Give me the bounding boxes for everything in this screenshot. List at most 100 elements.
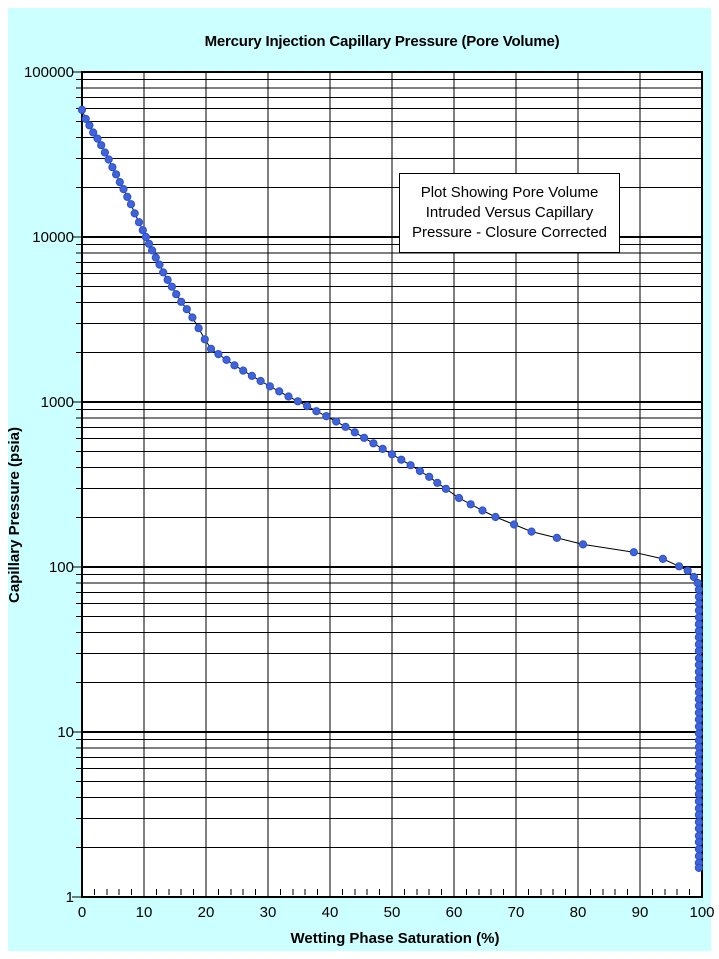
data-point-marker [112,170,121,179]
data-point-marker [93,134,102,143]
data-point-marker [230,361,239,370]
chart-title: Mercury Injection Capillary Pressure (Po… [205,33,560,50]
data-point-marker [222,355,231,364]
svg-text:60: 60 [446,904,463,921]
annotation-line: Intruded Versus Capillary [425,204,594,221]
svg-text:80: 80 [570,904,587,921]
svg-text:1000: 1000 [41,394,74,411]
data-point-marker [425,472,434,481]
data-point-marker [312,407,321,416]
data-point-marker [322,412,331,421]
data-point-marker [119,185,128,194]
svg-text:10: 10 [136,904,153,921]
data-point-marker [275,387,284,396]
data-point-marker [694,701,704,711]
data-point-marker [552,533,562,543]
data-point-marker [694,667,704,676]
annotation-box: Plot Showing Pore Volume Intruded Versus… [399,173,620,253]
data-point-marker [694,606,704,615]
data-point-marker [433,478,442,487]
svg-text:10: 10 [57,724,74,741]
data-point-marker [214,350,223,359]
data-point-marker [126,200,136,209]
data-point-marker [77,105,87,114]
data-point-marker [694,688,704,697]
data-point-marker [148,246,157,255]
data-point-marker [466,500,475,509]
data-point-marker [151,253,160,262]
svg-text:1: 1 [66,889,74,906]
data-point-marker [694,770,704,779]
data-point-marker [206,344,216,353]
y-axis-ticks [72,71,81,898]
data-point-marker [694,852,704,861]
data-point-marker [265,382,274,391]
data-point-marker [81,114,90,124]
data-point-marker [694,599,704,608]
x-axis-title: Wetting Phase Saturation (%) [291,930,500,947]
data-point-marker [134,218,144,227]
data-point-marker [378,444,387,453]
data-point-marker [689,572,699,582]
data-point-marker [578,540,588,549]
data-point-marker [350,428,359,437]
data-point-marker [694,613,704,622]
data-point-marker [694,708,704,717]
data-point-marker [188,313,197,322]
data-point-marker [123,192,132,201]
data-point-marker [694,585,704,594]
data-point-marker [675,562,684,571]
data-point-marker [454,493,464,503]
y-axis-title: Capillary Pressure (psia) [6,427,23,603]
data-point-marker [527,527,536,536]
annotation-line: Plot Showing Pore Volume [420,184,599,201]
data-point-marker [406,461,415,470]
svg-text:40: 40 [322,904,339,921]
data-point-marker [293,397,302,406]
y-axis-tick-labels: 1 10 100 1000 10000 100000 [24,64,74,906]
data-point-marker [108,163,117,172]
data-point-marker [130,209,139,218]
data-point-marker [200,335,209,344]
data-point-marker [177,297,186,306]
data-point-marker [694,633,704,642]
data-point-marker [694,681,704,690]
data-point-marker [247,371,256,380]
data-point-marker [693,578,702,588]
data-point-marker [478,506,487,515]
data-point-marker [694,797,704,806]
data-point-marker [239,366,248,375]
data-point-marker [694,715,704,724]
svg-text:100000: 100000 [24,64,74,81]
svg-text:70: 70 [508,904,525,921]
data-point-marker [194,324,203,333]
data-point-marker [491,512,500,522]
data-point-marker [172,290,181,299]
svg-text:100: 100 [689,904,714,921]
data-point-marker [144,239,154,248]
data-point-marker [284,392,293,401]
data-point-marker [332,417,341,426]
data-point-marker [115,178,124,187]
data-point-marker [694,674,704,683]
data-point-marker [397,455,406,464]
data-point-marker [694,790,704,799]
data-point-marker [441,484,450,493]
svg-text:30: 30 [260,904,277,921]
data-point-marker [694,729,704,738]
data-point-marker [694,736,704,745]
svg-text:100: 100 [49,559,74,576]
svg-text:50: 50 [384,904,401,921]
data-point-marker [509,520,519,529]
data-point-marker [694,660,704,670]
data-point-marker [694,863,704,873]
data-point-marker [694,654,704,663]
data-point-marker [683,566,692,575]
data-point-marker [415,466,424,476]
data-point-marker [163,275,172,284]
series-markers [77,105,704,873]
data-point-marker [694,845,704,854]
data-point-marker [658,554,668,564]
data-point-marker [167,282,176,291]
